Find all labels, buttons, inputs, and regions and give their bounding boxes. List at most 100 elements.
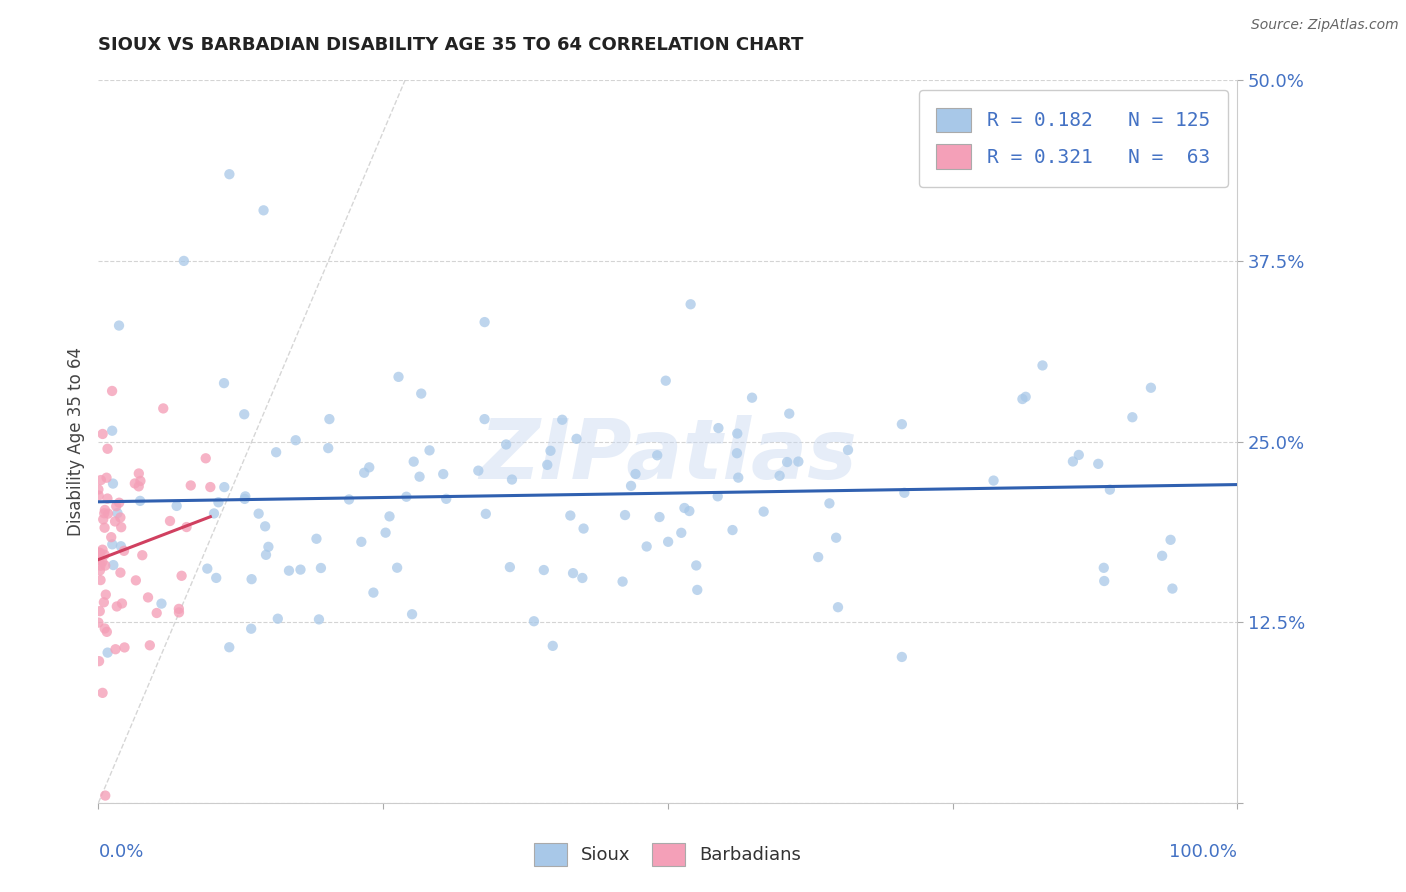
Point (108, 496, 131, 510)
Point (176, 520, 198, 534)
Point (128, 479, 150, 493)
Point (536, 458, 558, 472)
Point (305, 532, 328, 546)
Text: 100.0%: 100.0% (1170, 843, 1237, 861)
Point (706, 489, 728, 503)
Text: 0.0%: 0.0% (98, 843, 143, 861)
Text: ZIPatlas: ZIPatlas (479, 416, 856, 497)
Point (105, 599, 128, 614)
Point (562, 566, 585, 581)
Point (1067, 448, 1090, 462)
Point (173, 253, 195, 268)
Point (825, 531, 848, 545)
Point (768, 468, 790, 483)
Point (87, 615, 110, 630)
Point (624, 467, 647, 481)
Point (96, 471, 118, 485)
Point (202, 507, 225, 521)
Point (111, 597, 134, 611)
Point (91, 555, 114, 569)
Point (200, 480, 222, 494)
Point (96, 624, 118, 639)
Point (105, 499, 128, 513)
Point (612, 574, 634, 589)
Point (194, 451, 217, 466)
Point (152, 401, 174, 416)
Point (90, 573, 112, 587)
Point (541, 639, 564, 653)
Point (350, 534, 373, 549)
Point (385, 560, 408, 574)
Point (727, 470, 749, 484)
Point (97, 646, 120, 660)
Point (278, 564, 301, 578)
Point (90, 473, 112, 487)
Point (645, 448, 668, 462)
Point (378, 509, 401, 524)
Point (1161, 582, 1184, 596)
Point (264, 445, 287, 459)
Point (89, 604, 111, 618)
Point (533, 563, 555, 577)
Point (128, 467, 150, 481)
Point (112, 543, 135, 558)
Point (104, 642, 127, 657)
Point (721, 523, 744, 537)
Point (572, 522, 595, 536)
Point (1092, 561, 1115, 575)
Point (678, 504, 700, 518)
Point (93, 506, 115, 520)
Point (110, 539, 132, 553)
Point (387, 369, 409, 384)
Point (89, 558, 111, 573)
Point (87, 549, 110, 563)
Point (87, 654, 110, 668)
Point (167, 602, 190, 616)
Point (240, 622, 263, 636)
Point (167, 606, 190, 620)
Point (93, 521, 115, 535)
Point (1140, 381, 1163, 395)
Point (103, 558, 125, 572)
Point (284, 434, 307, 448)
Point (1062, 454, 1084, 468)
Point (252, 203, 274, 218)
Point (254, 519, 277, 533)
Point (233, 407, 256, 421)
Point (96, 491, 118, 506)
Point (267, 612, 290, 626)
Point (401, 607, 423, 622)
Point (87, 483, 110, 497)
Point (1152, 549, 1174, 563)
Point (87, 488, 110, 502)
Point (94, 588, 117, 602)
Point (125, 574, 148, 588)
Point (150, 597, 173, 611)
Point (337, 492, 360, 507)
Point (467, 464, 489, 478)
Point (114, 640, 136, 655)
Point (1031, 359, 1053, 373)
Point (725, 426, 748, 441)
Point (725, 446, 748, 460)
Point (1098, 483, 1121, 497)
Point (233, 489, 256, 503)
Legend: Sioux, Barbadians: Sioux, Barbadians (527, 836, 808, 873)
Point (890, 417, 912, 432)
Point (136, 591, 159, 605)
Point (395, 490, 418, 504)
Point (752, 505, 775, 519)
Y-axis label: Disability Age 35 to 64: Disability Age 35 to 64 (66, 347, 84, 536)
Point (101, 424, 124, 438)
Point (93, 548, 115, 562)
Point (540, 443, 562, 458)
Point (1011, 392, 1033, 406)
Point (1087, 457, 1109, 471)
Point (205, 571, 228, 585)
Point (614, 508, 637, 522)
Point (110, 520, 132, 534)
Point (94, 558, 117, 573)
Point (257, 540, 280, 554)
Point (353, 466, 375, 480)
Point (93, 622, 115, 636)
